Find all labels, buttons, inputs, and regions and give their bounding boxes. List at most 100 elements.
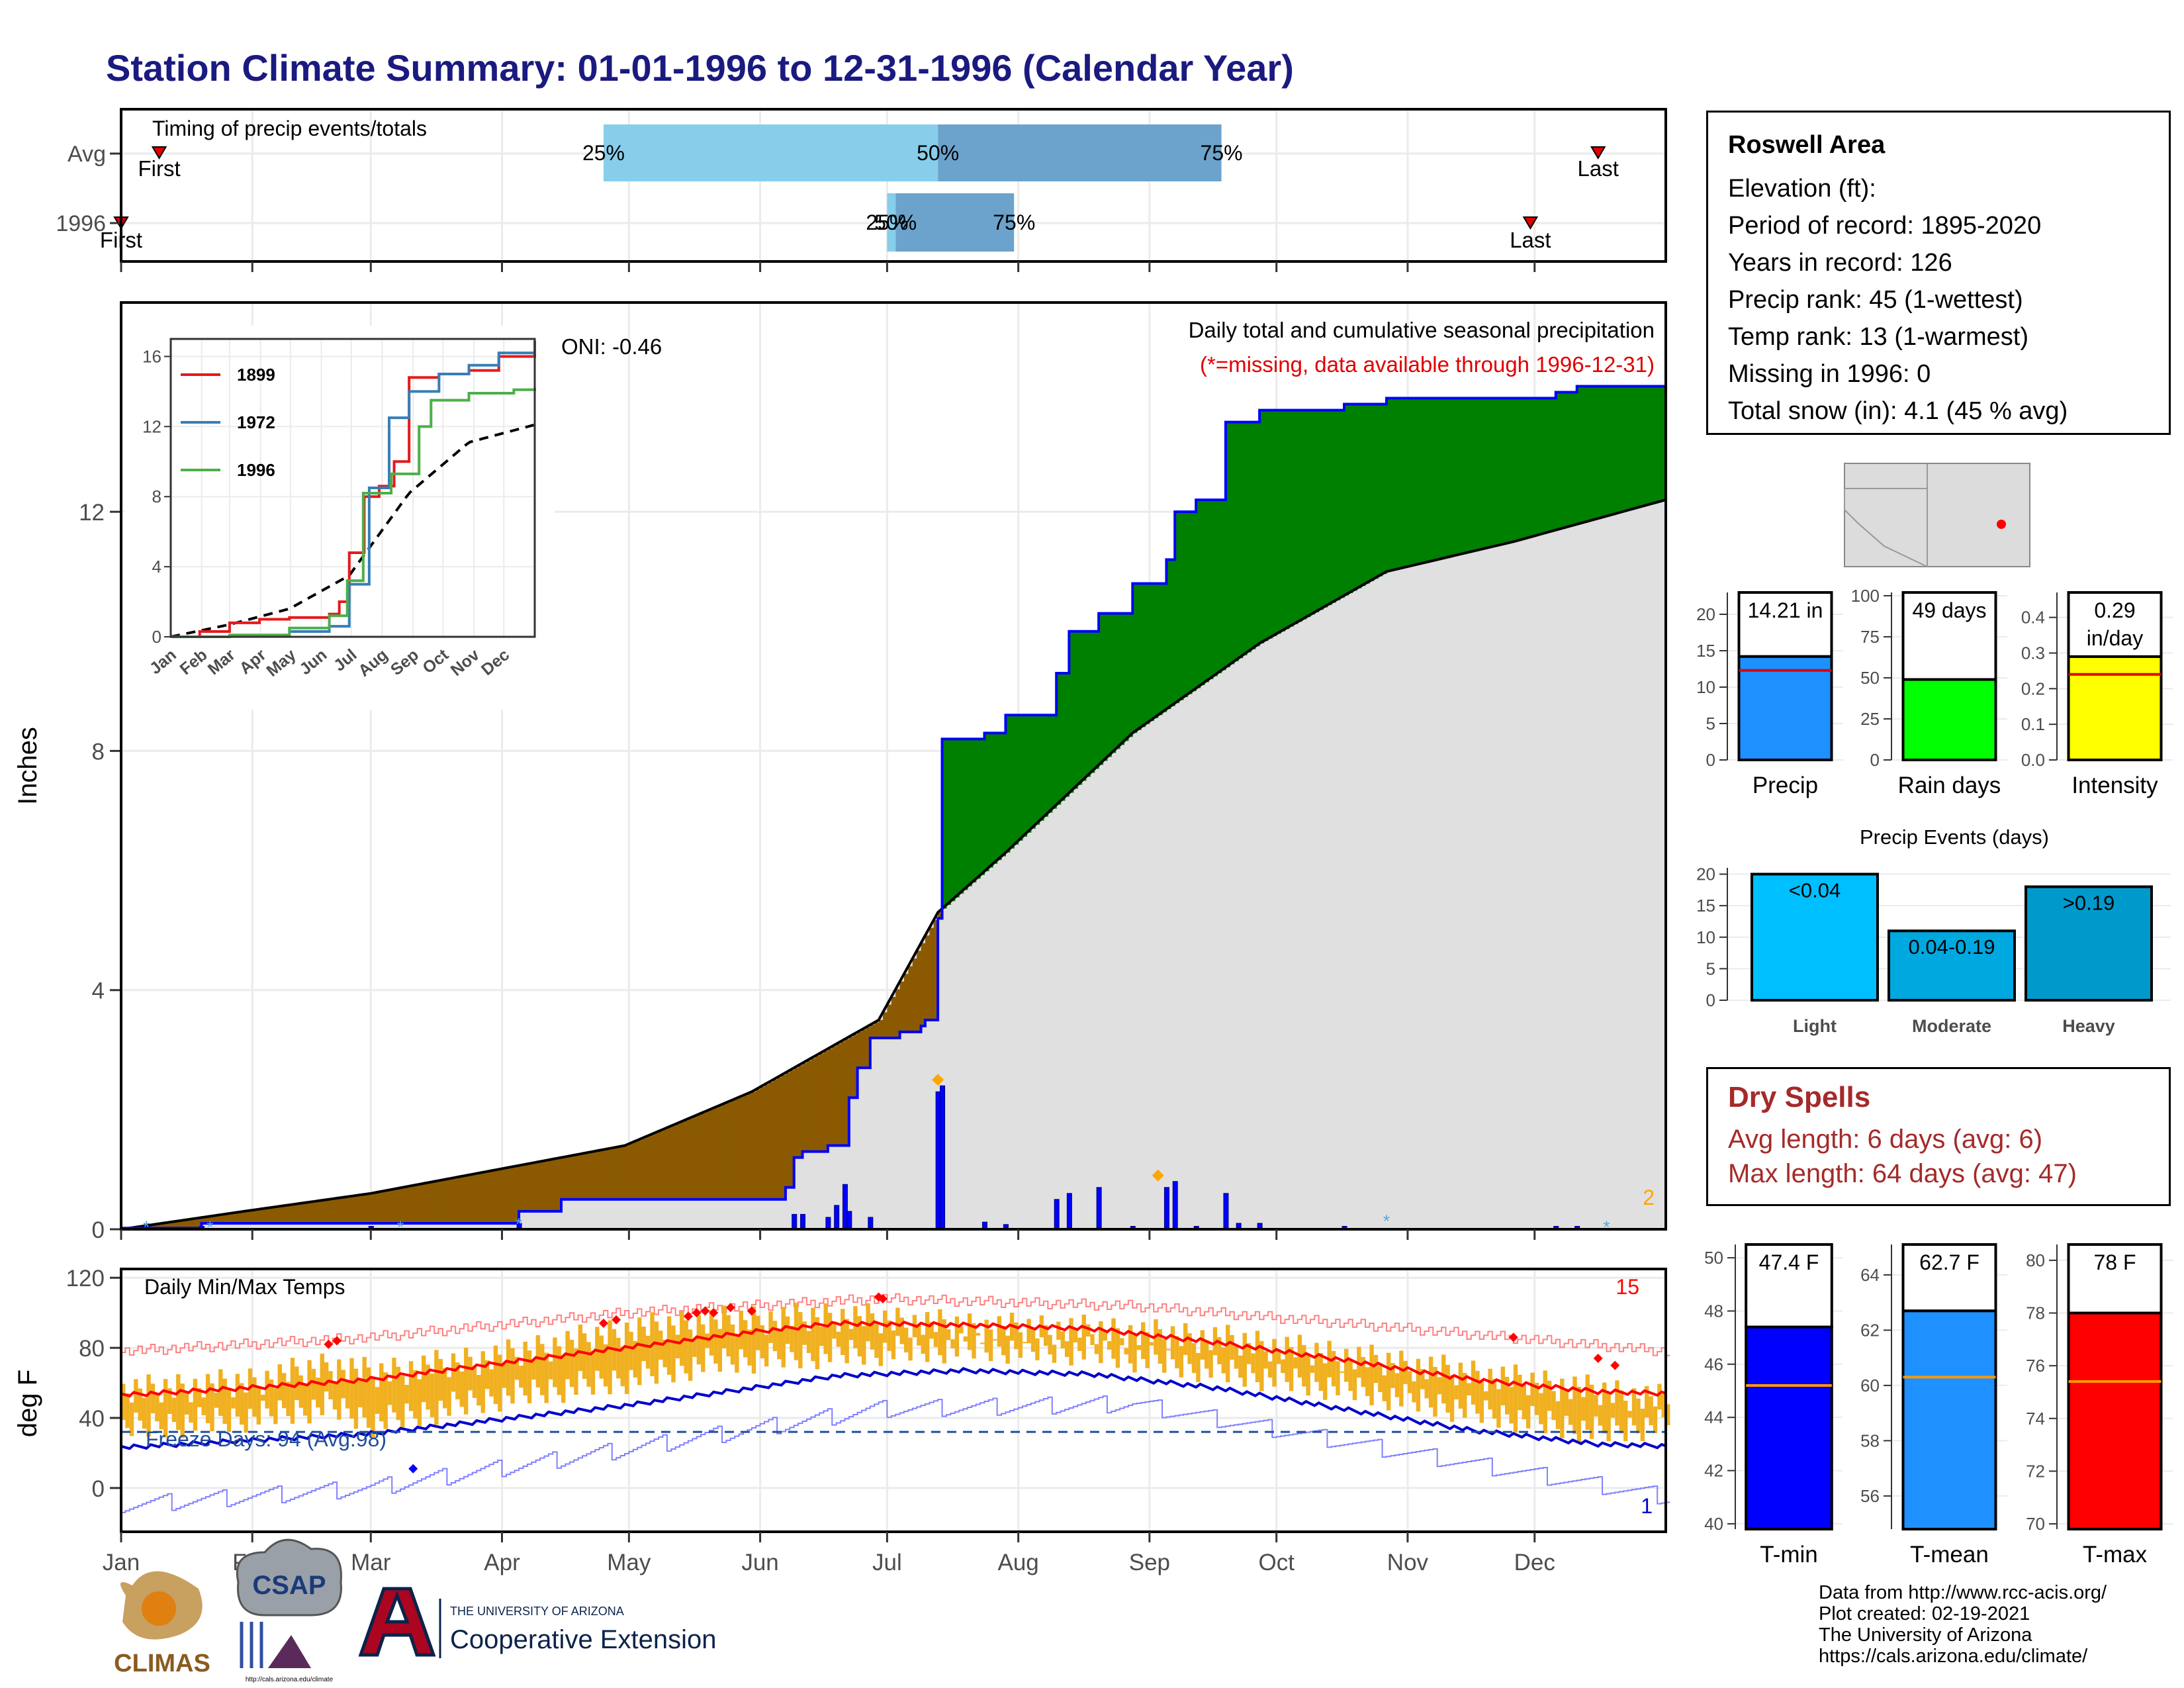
deficit-segment [582,1153,587,1199]
deficit-segment [447,1179,452,1223]
surplus-segment [1627,386,1633,510]
surplus-segment [1327,410,1332,606]
daily-temp-range-bar [1111,1318,1116,1359]
daily-temp-range-bar [167,1388,172,1414]
surplus-segment [1081,631,1087,781]
tmean-y-tick: 62 [1860,1320,1880,1340]
daily-temp-range-bar [281,1373,287,1409]
deficit-segment [349,1196,355,1223]
daily-temp-range-bar [1606,1392,1611,1442]
daily-precip-bar [868,1217,874,1230]
daily-temp-range-bar [841,1309,845,1355]
deficit-segment [794,1068,799,1158]
daily-temp-range-bar [946,1329,951,1340]
surplus-segment [946,739,951,905]
deficit-segment [616,1147,621,1199]
surplus-segment [1390,398,1396,571]
deficit-segment [637,1140,643,1199]
daily-temp-range-bar [193,1378,198,1431]
surplus-segment [1099,613,1104,765]
daily-temp-range-bar [1484,1391,1488,1401]
month-x-tick: Aug [997,1550,1038,1575]
surplus-segment [1361,404,1366,586]
daily-temp-range-bar [455,1362,460,1399]
event-value-label: >0.19 [2063,892,2115,915]
surplus-segment [1267,410,1273,639]
event-bar [1751,872,1879,1002]
daily-temp-range-bar [1399,1350,1404,1407]
daily-temp-range-bar [1162,1338,1167,1373]
record-high-set-marker [709,1308,719,1318]
inset-y-tick: 4 [152,557,161,577]
surplus-segment [1560,392,1565,529]
daily-temp-range-bar [1293,1357,1298,1369]
deficit-segment [400,1188,406,1223]
precip-y-tick: 0 [1706,750,1715,770]
daily-temp-range-bar [422,1355,426,1403]
deficit-segment [248,1211,253,1223]
surplus-segment [1653,386,1658,504]
daily-temp-range-bar [1331,1350,1336,1387]
surplus-segment [1623,386,1629,512]
surplus-segment [963,739,968,890]
deficit-segment [883,1012,888,1038]
daily-temp-range-bar [371,1378,375,1438]
daily-temp-range-bar [218,1369,223,1416]
daily-temp-range-bar [261,1395,265,1401]
daily-temp-range-bar [781,1307,786,1368]
daily-temp-range-bar [134,1379,138,1413]
daily-temp-range-bar [942,1319,946,1364]
surplus-segment [1484,398,1489,549]
tmax-label-box [2067,1243,2163,1315]
daily-record-marker [932,1074,944,1086]
daily-temp-range-bar [967,1313,972,1350]
record-high-set-marker [700,1306,710,1316]
daily-temp-range-bar [1539,1393,1543,1425]
deficit-segment [629,1143,634,1199]
precip-y-tick: 0 [92,1217,105,1243]
deficit-segment [426,1183,431,1223]
daily-temp-range-bar [933,1332,938,1347]
surplus-segment [1175,512,1180,704]
surplus-segment [1124,613,1129,741]
daily-temp-range-bar [874,1323,879,1358]
daily-temp-range-bar [1230,1335,1234,1360]
daily-temp-range-bar [226,1387,232,1432]
surplus-segment [1120,613,1125,745]
daily-temp-range-bar [1263,1351,1268,1369]
deficit-segment [874,1022,880,1038]
surplus-segment [1640,386,1645,507]
tmax-y-tick: 78 [2026,1303,2045,1323]
record-high-set-marker [1593,1353,1603,1363]
daily-temp-range-bar [1365,1367,1370,1397]
daily-temp-range-bar [684,1320,688,1374]
surplus-segment [1191,512,1197,692]
daily-temp-range-bar [764,1335,769,1367]
surplus-segment [1251,422,1256,649]
daily-temp-range-bar [1509,1387,1514,1424]
daily-temp-range-bar [866,1303,870,1342]
daily-temp-range-bar [680,1311,684,1366]
daily-temp-range-bar [1208,1350,1213,1378]
daily-temp-range-bar [1310,1365,1315,1374]
surplus-segment [1212,500,1218,677]
deficit-segment [696,1115,702,1199]
surplus-segment [1496,398,1502,546]
daily-temp-range-bar [751,1306,756,1374]
snow-line: Total snow (in): 4.1 (45 % avg) [1728,397,2068,425]
timing-panel-frame [120,108,1667,263]
surplus-segment [1458,398,1463,555]
deficit-segment [641,1138,647,1199]
missing-data-marker: * [1603,1217,1610,1237]
daily-temp-range-bar [1458,1362,1463,1409]
surplus-segment [1107,613,1112,757]
deficit-segment [701,1113,706,1199]
daily-precip-bar [846,1211,852,1230]
surplus-segment [1551,398,1557,532]
surplus-segment [1555,392,1561,530]
record-high-set-marker [1610,1360,1620,1370]
daily-temp-range-bar [269,1380,274,1417]
daily-temp-range-bar [976,1333,981,1336]
surplus-segment [1170,559,1175,706]
daily-temp-range-bar [265,1370,269,1409]
